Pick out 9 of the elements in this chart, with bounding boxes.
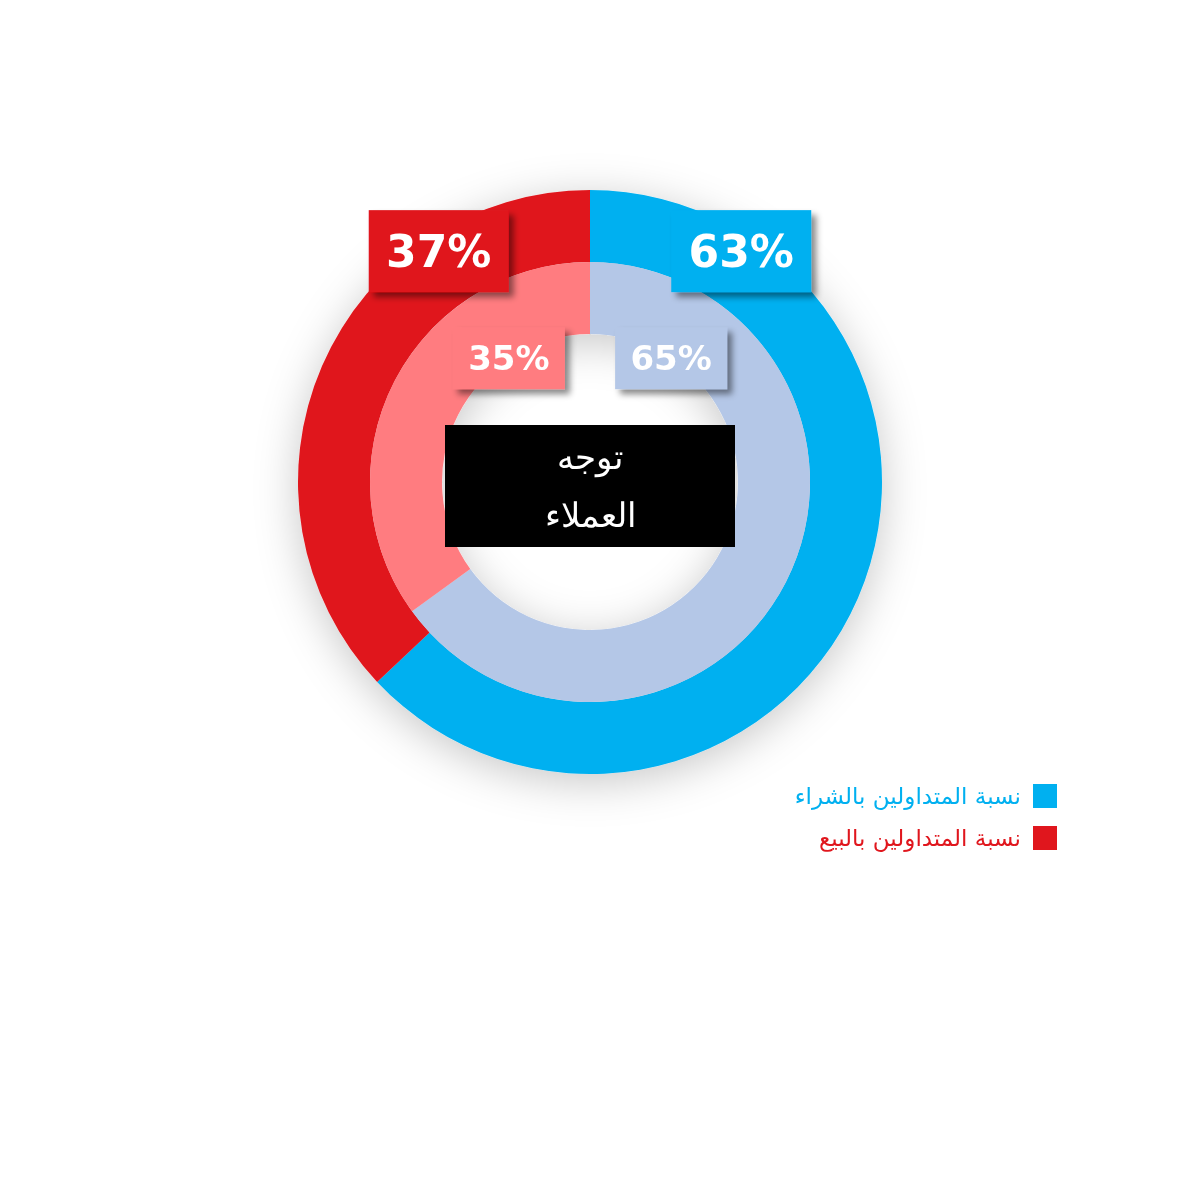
data-label: 65%: [630, 338, 712, 379]
data-label: 37%: [386, 225, 492, 277]
text: توجه العملاء: [543, 436, 637, 537]
label: 37%: [368, 210, 509, 293]
data-label: 35%: [468, 338, 550, 379]
legend-label: نسبة المتداولين بالبيع: [818, 825, 1021, 851]
legend-label: نسبة المتداولين بالشراء: [794, 783, 1021, 809]
label: 63%: [671, 210, 812, 293]
data-label: 63%: [688, 225, 794, 277]
